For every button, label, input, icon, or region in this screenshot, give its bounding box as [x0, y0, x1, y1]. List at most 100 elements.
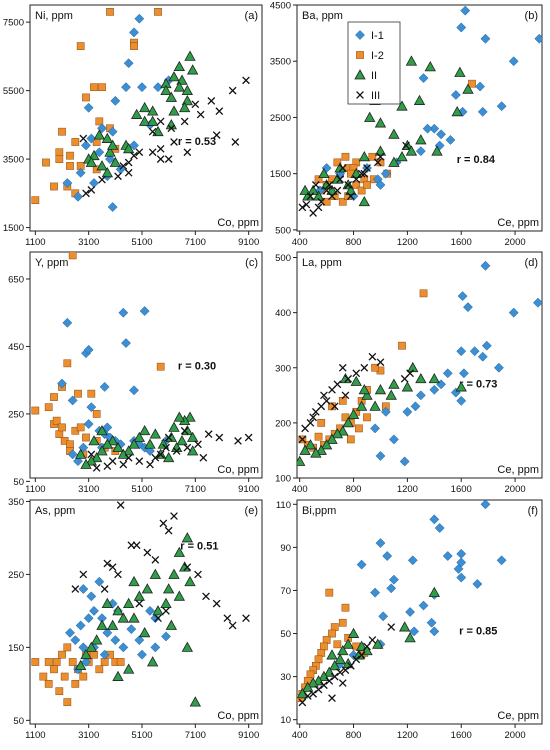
point-i2	[55, 687, 64, 696]
x-tick-label: 1600	[451, 730, 472, 741]
point-i2	[76, 423, 85, 432]
point-ii	[173, 590, 186, 601]
y-axis-label: Ni, ppm	[35, 10, 73, 22]
point-ii	[157, 438, 170, 449]
point-i2	[322, 197, 331, 206]
point-i1	[86, 133, 97, 144]
point-i2	[52, 416, 61, 425]
point-ii	[312, 190, 325, 201]
point-i2	[63, 643, 72, 652]
point-ii	[96, 445, 108, 456]
legend-marker-ii	[354, 69, 366, 80]
point-i1	[407, 555, 418, 566]
y-tick-label: 1500	[270, 169, 291, 180]
point-iii	[298, 435, 307, 444]
correlation-label: r = 0.85	[459, 625, 497, 637]
y-tick-label: 4500	[270, 1, 291, 12]
point-ii	[186, 445, 199, 456]
y-tick-label: 500	[275, 225, 291, 236]
point-i1	[405, 607, 416, 617]
x-tick-label: 1200	[397, 484, 418, 495]
panel-d: 400 800 1200 1600 2000 100 200 300 400 500 La, ppm…	[275, 251, 543, 495]
point-iii	[167, 124, 176, 133]
point-ii	[326, 649, 338, 660]
panel-label: (a)	[245, 10, 258, 22]
point-i2	[371, 363, 379, 372]
point-i2	[82, 433, 90, 442]
point-iii	[314, 685, 323, 694]
point-i1	[481, 340, 492, 351]
point-i1	[508, 307, 519, 318]
point-i1	[456, 548, 467, 559]
point-ii	[101, 597, 114, 609]
point-ii	[186, 64, 199, 75]
point-iii	[164, 155, 173, 163]
y-tick-label: 10	[280, 715, 291, 726]
point-i2	[130, 42, 138, 50]
point-ii	[168, 105, 180, 116]
point-i1	[480, 500, 491, 510]
point-ii	[181, 84, 194, 96]
point-ii	[80, 648, 92, 660]
point-i1	[118, 642, 129, 653]
point-ii	[122, 663, 135, 674]
point-i1	[137, 649, 147, 660]
point-ii	[85, 641, 98, 652]
point-iii	[135, 148, 144, 157]
x-axis-label: Ce, ppm	[497, 710, 539, 722]
point-iii	[103, 462, 112, 471]
point-iii	[127, 541, 136, 550]
point-i1	[62, 317, 73, 328]
point-iii	[330, 672, 339, 681]
point-ii	[388, 156, 400, 167]
point-iii	[302, 200, 311, 209]
point-ii	[130, 108, 143, 119]
plot-frame	[29, 251, 263, 479]
point-ii	[74, 659, 87, 671]
point-iii	[336, 175, 344, 184]
point-iii	[204, 430, 213, 439]
point-i1	[110, 635, 121, 646]
point-i1	[161, 631, 171, 642]
x-tick-label: 9100	[238, 730, 259, 741]
x-tick-label: 5100	[131, 730, 152, 741]
point-i2	[50, 182, 58, 191]
point-iii	[309, 689, 318, 698]
point-i2	[79, 672, 88, 681]
point-ii	[369, 400, 381, 411]
plot-frame	[296, 251, 543, 479]
point-ii	[350, 375, 362, 386]
points	[297, 500, 507, 707]
point-i1	[89, 605, 99, 616]
y-tick-label: 100	[275, 474, 291, 485]
point-i2	[317, 419, 326, 427]
correlation-label: r = 0.53	[178, 136, 216, 148]
point-i1	[83, 613, 94, 624]
point-iii	[223, 614, 232, 623]
point-iii	[368, 636, 377, 644]
point-i1	[450, 89, 461, 100]
point-i2	[44, 403, 53, 412]
point-i1	[375, 538, 386, 549]
point-i2	[31, 658, 40, 666]
x-tick-label: 7100	[185, 484, 206, 495]
x-axis-label: Co, ppm	[217, 217, 259, 229]
point-ii	[133, 590, 146, 601]
y-tick-label: 30	[280, 672, 291, 683]
point-i1	[94, 147, 105, 158]
point-i1	[57, 378, 67, 389]
point-i1	[83, 102, 94, 113]
point-ii	[101, 438, 114, 449]
x-tick-label: 1100	[25, 237, 45, 248]
point-iii	[320, 681, 328, 690]
point-i2	[66, 440, 74, 449]
point-iii	[79, 570, 88, 579]
point-iii	[328, 385, 336, 394]
point-ii	[104, 146, 116, 157]
point-ii	[374, 117, 387, 128]
point-iii	[338, 679, 347, 687]
point-ii	[173, 411, 186, 422]
point-i2	[116, 658, 125, 666]
point-i2	[90, 83, 98, 92]
point-ii	[122, 445, 135, 456]
